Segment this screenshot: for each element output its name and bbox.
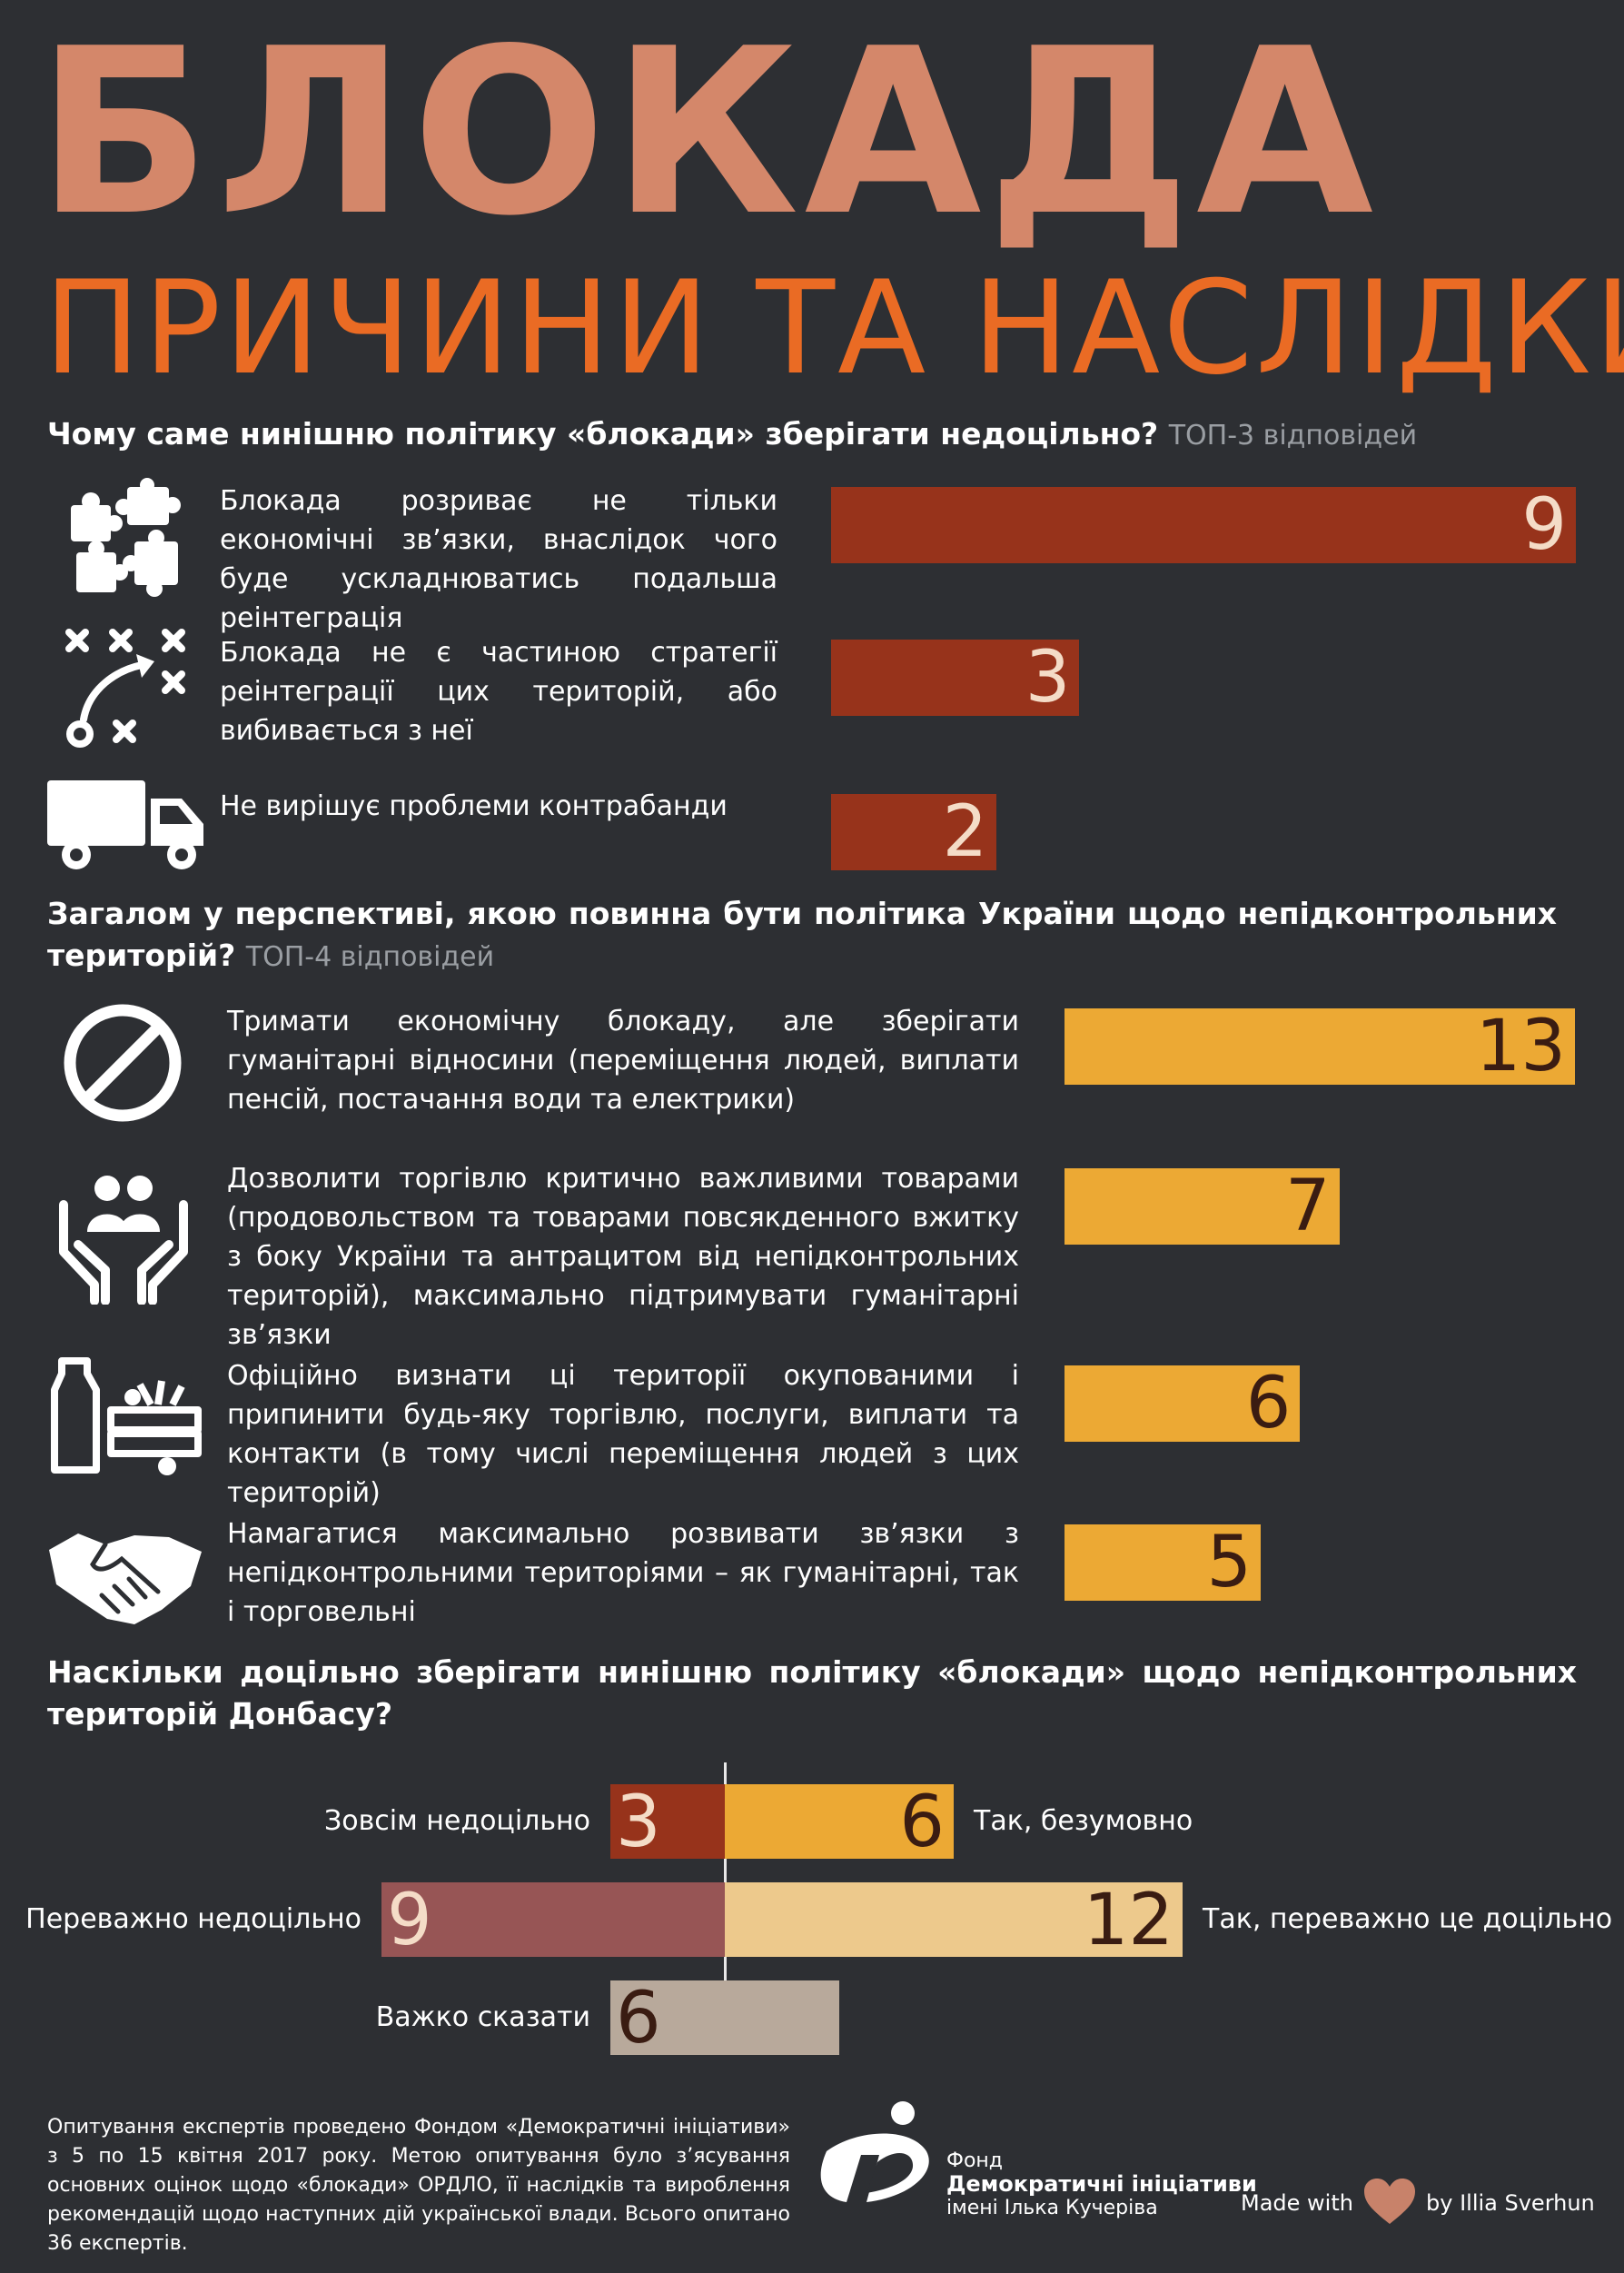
q2-answer-1: Тримати економічну блокаду, але зберігат… <box>227 1006 1019 1116</box>
heart-icon <box>1364 2179 1415 2224</box>
q2-bar-2: 7 <box>1065 1166 1340 1247</box>
q2-bar-4: 5 <box>1065 1522 1262 1603</box>
q1-answer-3: Не вирішує проблеми контрабанди <box>220 790 728 822</box>
ban-icon <box>64 1004 182 1122</box>
q2-bar-4-value: 5 <box>1206 1522 1253 1603</box>
puzzle-icon <box>71 478 181 597</box>
q2-bar-3-value: 6 <box>1245 1363 1292 1444</box>
question-2: Загалом у перспективі, якою повинна бути… <box>47 893 1557 978</box>
q1-bar-2: 3 <box>831 637 1080 719</box>
logo-text-1: Фонд <box>946 2149 1003 2172</box>
dv-neg-2-label: Переважно недоцільно <box>25 1903 361 1935</box>
dv-neutral-label: Важко сказати <box>375 2001 590 2033</box>
q1-bar-3: 2 <box>831 791 997 873</box>
question-1-note: ТОП-3 відповідей <box>1168 420 1418 452</box>
footer-text: Опитування експертів проведено Фондом «Д… <box>47 2116 790 2255</box>
q2-bar-1: 13 <box>1065 1006 1575 1087</box>
author-text: by Illia Sverhun <box>1426 2190 1595 2216</box>
question-3: Наскільки доцільно зберігати нинішню пол… <box>47 1652 1577 1735</box>
dv-neg-1-label: Зовсім недоцільно <box>323 1805 590 1837</box>
main-subtitle: ПРИЧИНИ ТА НАСЛІДКИ <box>44 253 1624 403</box>
handshake-icon <box>49 1534 202 1624</box>
question-3-text: Наскільки доцільно зберігати нинішню пол… <box>47 1654 1577 1732</box>
dv-neutral: 6 <box>610 1978 839 2060</box>
q2-answer-4: Намагатися максимально розвивати зв’язки… <box>227 1518 1019 1628</box>
made-with-text: Made with <box>1241 2190 1353 2216</box>
q1-bar-1: 9 <box>831 484 1576 566</box>
main-title: БЛОКАДА <box>36 0 1380 266</box>
question-1: Чому саме нинішню політику «блокади» збе… <box>47 413 1591 457</box>
q1-bar-1-value: 9 <box>1521 484 1567 566</box>
dv-neg-2: 9 <box>381 1880 725 1961</box>
dv-pos-2-value: 12 <box>1083 1880 1173 1961</box>
q2-bar-3: 6 <box>1065 1363 1301 1444</box>
dv-pos-2: 12 <box>725 1880 1183 1961</box>
logo-text-3: імені Ілька Кучеріва <box>946 2197 1158 2219</box>
q2-answer-3: Офіційно визнати ці території окупованим… <box>227 1360 1019 1509</box>
q1-answer-2: Блокада не є частиною стратегії реінтегр… <box>220 637 777 747</box>
dv-neg-1: 3 <box>610 1782 725 1863</box>
q1-answer-1: Блокада розриває не тільки економічні зв… <box>220 485 777 634</box>
q1-bar-3-value: 2 <box>942 791 988 873</box>
dv-pos-2-label: Так, переважно це доцільно <box>1203 1903 1613 1935</box>
question-1-text: Чому саме нинішню політику «блокади» збе… <box>47 416 1159 452</box>
q2-bar-1-value: 13 <box>1475 1006 1566 1087</box>
q1-bar-2-value: 3 <box>1025 637 1071 719</box>
dv-pos-1-label: Так, безумовно <box>974 1805 1193 1837</box>
dv-pos-1-value: 6 <box>899 1782 945 1863</box>
dv-pos-1: 6 <box>725 1782 954 1863</box>
dv-neutral-value: 6 <box>616 1978 661 2060</box>
foundation-logo-icon <box>820 2101 929 2202</box>
dv-neg-1-value: 3 <box>616 1782 661 1863</box>
question-2-note: ТОП-4 відповідей <box>245 941 495 973</box>
dv-neg-2-value: 9 <box>387 1880 432 1961</box>
strategy-icon <box>65 629 185 748</box>
q2-answer-2: Дозволити торгівлю критично важливими то… <box>227 1163 1019 1351</box>
groceries-icon <box>51 1357 202 1475</box>
care-hands-icon <box>59 1176 188 1305</box>
truck-icon <box>47 780 203 869</box>
q2-bar-2-value: 7 <box>1284 1166 1331 1247</box>
question-2-text: Загалом у перспективі, якою повинна бути… <box>47 896 1557 973</box>
logo-text-2: Демократичні ініціативи <box>946 2171 1257 2197</box>
